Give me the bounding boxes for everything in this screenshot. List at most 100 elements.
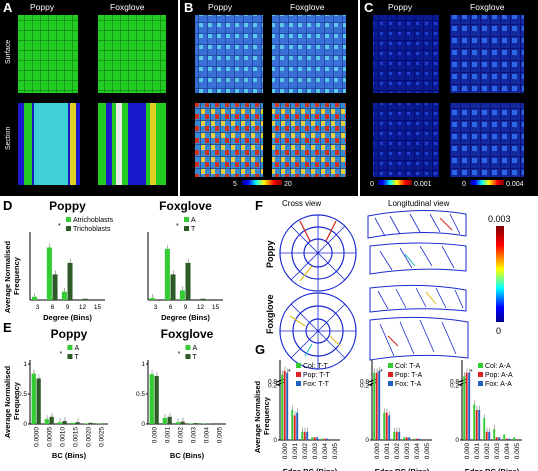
- e-poppy-xtick-label-0: 0.0000: [34, 427, 41, 447]
- e-foxglove-ytick-label-0: 0: [141, 421, 145, 428]
- e-foxglove-xtick-label-5: 0.005: [217, 427, 224, 444]
- g-tt-xtick-label-2: 0.002: [302, 443, 309, 460]
- g-ta-xtick-label-0: 0.000: [374, 443, 381, 460]
- e-poppy-legend-label-1: T: [74, 354, 79, 361]
- d-poppy-xlabel: Degree (Bins): [43, 313, 92, 322]
- d-foxglove-bar-1-3: [200, 298, 206, 300]
- g-ta-xtick-label-3: 0.003: [404, 443, 411, 460]
- g-ta-legend-label-1: Pop: T-A: [395, 372, 422, 379]
- e-poppy-bar-1-5: [101, 423, 106, 424]
- panel-letter-f: F: [255, 198, 263, 213]
- f-colorbar: [496, 226, 504, 322]
- g-ta-bar-0-4: [413, 438, 416, 440]
- g-aa-bar-2-0: [468, 372, 471, 440]
- c-colorbar-right-min: 0: [462, 181, 466, 188]
- d-foxglove-xlabel: Degree (Bins): [161, 313, 210, 322]
- g-ta-bar-1-2: [395, 431, 398, 440]
- a-foxglove-surface-root: [98, 15, 166, 93]
- d-foxglove-legend-swatch-0: [184, 217, 189, 222]
- g-ta-xtick-label-4: 0.004: [414, 443, 421, 460]
- g-aa-bar-1-0: [465, 372, 468, 440]
- g-tt-bar-2-4: [326, 438, 329, 440]
- g-ta-bar-0-0: [373, 372, 376, 440]
- e-foxglove-bar-1-1: [167, 416, 172, 424]
- e-poppy-xtick-label-4: 0.0020: [86, 427, 93, 447]
- g-ta-xtick-label-1: 0.001: [384, 443, 391, 460]
- e-foxglove-legend-label-1: T: [192, 354, 197, 361]
- g-ta-bar-2-1: [388, 415, 391, 440]
- c-foxglove-surface-root: [450, 15, 524, 93]
- g-tt-legend-swatch-2: [296, 381, 301, 386]
- d-poppy-xtick-label-0: 3: [36, 304, 40, 311]
- g-aa-legend-swatch-1: [478, 372, 483, 377]
- e-foxglove-bar-1-3: [193, 423, 198, 424]
- e-poppy-legend-swatch-1: [67, 354, 73, 359]
- b-col-label-poppy: Poppy: [208, 2, 233, 12]
- g-ta-significance-star: *: [380, 369, 383, 376]
- a-col-label-poppy: Poppy: [30, 2, 55, 12]
- d-foxglove-xtick-label-0: 3: [154, 304, 158, 311]
- g-ta-bar-2-2: [398, 431, 401, 440]
- e-poppy-ytick-label-1: 0.5: [18, 391, 27, 398]
- d-ylabel-line1: Average Normalised: [3, 241, 12, 314]
- a-col-label-foxglove: Foxglove: [110, 2, 145, 12]
- d-foxglove-legend-swatch-1: [184, 226, 189, 231]
- g-tt-bar-2-1: [296, 412, 299, 440]
- e-foxglove-bar-1-2: [180, 421, 185, 424]
- c-colorbar-right: [470, 180, 504, 185]
- f-poppy-longitudinal-network: [367, 209, 467, 275]
- g-ta-ytick-label-1: 0.2: [360, 382, 369, 389]
- g-ta-bar-1-4: [415, 438, 418, 440]
- g-aa-bar-0-0: [463, 376, 466, 440]
- e-poppy-legend-swatch-0: [67, 345, 73, 350]
- g-ta-xtick-label-2: 0.002: [394, 443, 401, 460]
- g-ylabel: Average Normalised Frequency: [253, 379, 271, 453]
- e-poppy-bar-0-4: [83, 423, 88, 424]
- e-poppy-bar-0-0: [31, 373, 36, 424]
- d-poppy-bar-1-2: [67, 262, 73, 300]
- e-foxglove-significance-star: *: [177, 351, 180, 358]
- e-ylabel-line1: Average Normalised: [3, 366, 12, 439]
- panel-letter-d: D: [3, 198, 13, 213]
- f-colorbar-max: 0.003: [488, 214, 511, 224]
- d-poppy-title: Poppy: [49, 199, 86, 213]
- g-ta-xtick-label-5: 0.005: [424, 443, 431, 460]
- g-aa-bar-0-5: [513, 437, 516, 440]
- g-aa-ytick-label-1: 0.2: [450, 382, 459, 389]
- g-tt-legend-swatch-0: [296, 363, 301, 368]
- g-ta-bar-0-1: [383, 412, 386, 440]
- d-foxglove-xtick-label-3: 12: [197, 304, 205, 311]
- e-foxglove-xlabel: BC (Bins): [170, 451, 205, 460]
- e-foxglove-bar-0-3: [188, 423, 193, 424]
- b-colorbar-min: 5: [233, 181, 237, 188]
- g-ta-bar-1-1: [385, 412, 388, 440]
- c-colorbar-left-min: 0: [370, 181, 374, 188]
- d-poppy-significance-star: *: [58, 223, 61, 230]
- g-aa-bar-0-2: [483, 418, 486, 440]
- g-ta-bar-0-2: [393, 431, 396, 440]
- d-poppy-bar-0-1: [46, 247, 52, 300]
- d-foxglove-bar-1-1: [170, 274, 176, 300]
- panel-letter-c: C: [364, 0, 374, 15]
- g-aa-bar-1-2: [485, 431, 488, 440]
- g-aa-ytick-label-0: 0: [455, 437, 459, 444]
- d-foxglove-bar-0-1: [164, 248, 170, 300]
- e-poppy-bar-0-3: [70, 422, 75, 424]
- d-ylabel-line2: Frequency: [12, 256, 21, 295]
- g-tt-legend-label-0: Col: T-T: [303, 363, 328, 370]
- c-poppy-surface-root: [373, 15, 439, 93]
- g-tt-xtick-label-1: 0.001: [292, 443, 299, 460]
- panel-letter-a: A: [3, 0, 13, 15]
- panel-letter-e: E: [3, 320, 12, 335]
- f-row-label-foxglove: Foxglove: [265, 294, 275, 334]
- g-aa-legend-label-2: Fox: A-A: [485, 381, 512, 388]
- g-ta-bar-1-0: [375, 372, 378, 440]
- g-tt-ytick-label-0: 0: [273, 437, 277, 444]
- g-ta-ytick-label-2: 0.8: [360, 378, 369, 385]
- c-col-label-poppy: Poppy: [388, 2, 413, 12]
- e-poppy-xtick-label-3: 0.0015: [73, 427, 80, 447]
- g-tt-bar-0-4: [321, 438, 324, 440]
- d-poppy-legend-swatch-1: [66, 226, 71, 231]
- b-colorbar: [242, 180, 282, 185]
- e-poppy-bar-1-3: [75, 422, 80, 424]
